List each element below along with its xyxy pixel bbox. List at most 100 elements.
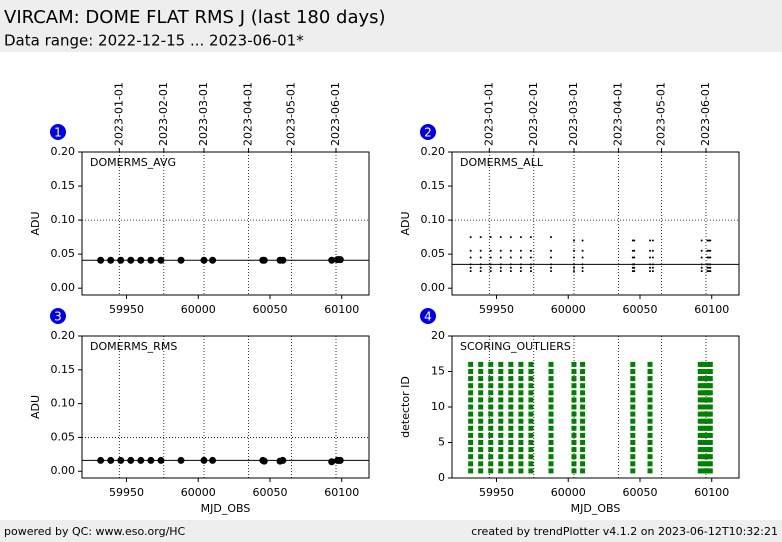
data-point xyxy=(468,454,474,460)
data-point xyxy=(468,397,474,403)
data-point xyxy=(706,249,709,252)
data-point xyxy=(479,256,482,259)
data-point xyxy=(137,256,145,264)
data-point xyxy=(548,447,554,453)
y-tick-label: 0.15 xyxy=(421,179,446,192)
data-point xyxy=(707,390,713,396)
data-point xyxy=(468,376,474,382)
data-point xyxy=(697,418,703,424)
footer-left: powered by QC: www.eso.org/HC xyxy=(4,525,186,538)
data-point xyxy=(550,256,553,259)
data-point xyxy=(499,270,502,273)
data-point xyxy=(707,461,713,467)
data-point xyxy=(468,447,474,453)
data-point xyxy=(509,270,512,273)
data-point xyxy=(647,361,653,367)
data-point xyxy=(647,454,653,460)
data-point xyxy=(478,418,484,424)
panel-badge xyxy=(50,124,66,140)
data-point xyxy=(647,397,653,403)
data-point xyxy=(647,425,653,431)
data-point xyxy=(518,369,524,374)
title: VIRCAM: DOME FLAT RMS J (last 180 days) xyxy=(4,7,386,28)
data-point xyxy=(529,263,532,266)
data-point xyxy=(700,411,706,417)
date-tick-label: 2023-05-01 xyxy=(655,82,668,146)
data-point xyxy=(630,361,636,367)
subtitle: Data range: 2022-12-15 ... 2023-06-01* xyxy=(4,32,304,50)
data-point xyxy=(707,404,713,410)
date-tick-label: 2023-02-01 xyxy=(527,82,540,146)
data-point xyxy=(508,390,514,396)
data-point xyxy=(700,390,706,396)
data-point xyxy=(200,456,208,464)
x-axis-label: MJD_OBS xyxy=(201,502,251,515)
data-point xyxy=(707,270,710,273)
data-point xyxy=(469,270,472,273)
data-point xyxy=(700,249,703,252)
data-point xyxy=(509,266,512,269)
y-tick-label: 0.20 xyxy=(51,145,76,158)
y-axis-label: ADU xyxy=(29,211,42,235)
data-point xyxy=(468,418,474,424)
data-point xyxy=(478,383,484,389)
data-point xyxy=(631,270,634,273)
x-tick-label: 59950 xyxy=(109,303,144,316)
data-point xyxy=(518,454,524,460)
data-point xyxy=(468,383,474,389)
data-point xyxy=(572,263,575,266)
data-point xyxy=(488,397,494,403)
data-point xyxy=(548,376,554,382)
panel-badge-label: 3 xyxy=(54,310,62,324)
data-point xyxy=(630,397,636,403)
data-point xyxy=(649,239,652,242)
data-point xyxy=(529,270,532,273)
data-point xyxy=(709,256,712,259)
data-point xyxy=(706,256,709,259)
data-point xyxy=(499,249,502,252)
data-point xyxy=(488,454,494,460)
data-point xyxy=(508,454,514,460)
y-tick-label: 0.00 xyxy=(51,281,76,294)
x-axis-label: MJD_OBS xyxy=(571,502,621,515)
data-point xyxy=(518,397,524,403)
y-tick-label: 0 xyxy=(438,471,445,484)
x-tick-label: 59950 xyxy=(109,486,144,499)
data-point xyxy=(518,440,524,445)
data-point xyxy=(508,440,514,445)
data-point xyxy=(707,239,710,242)
data-point xyxy=(528,411,534,417)
data-point xyxy=(630,418,636,424)
data-point xyxy=(649,266,652,269)
data-point xyxy=(707,266,710,269)
data-point xyxy=(518,376,524,382)
data-point xyxy=(479,263,482,266)
data-point xyxy=(709,266,712,269)
data-point xyxy=(706,263,709,266)
data-point xyxy=(478,376,484,382)
data-point xyxy=(498,440,504,445)
data-point xyxy=(700,361,706,367)
data-point xyxy=(707,454,713,460)
data-point xyxy=(707,397,713,403)
data-point xyxy=(631,266,634,269)
data-point xyxy=(478,425,484,431)
data-point xyxy=(651,239,654,242)
x-tick-label: 60100 xyxy=(324,486,359,499)
data-point xyxy=(498,425,504,431)
data-point xyxy=(528,461,534,467)
data-point xyxy=(697,369,703,374)
data-point xyxy=(509,236,512,239)
data-point xyxy=(580,454,586,460)
data-point xyxy=(649,256,652,259)
data-point xyxy=(548,418,554,424)
data-point xyxy=(508,361,514,367)
data-point xyxy=(550,270,553,273)
y-tick-label: 0.10 xyxy=(51,213,76,226)
data-point xyxy=(97,456,105,464)
data-point xyxy=(519,236,522,239)
y-tick-label: 10 xyxy=(431,400,445,413)
data-point xyxy=(499,266,502,269)
data-point xyxy=(697,411,703,417)
data-point xyxy=(469,236,472,239)
